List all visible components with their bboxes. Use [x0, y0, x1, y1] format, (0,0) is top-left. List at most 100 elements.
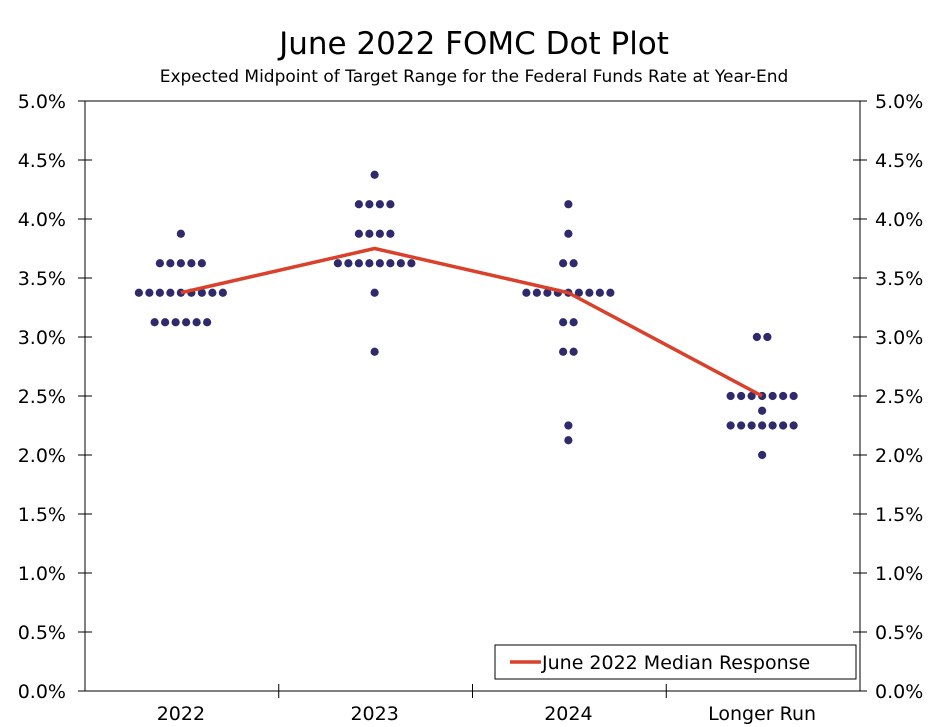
y-tick-label-left: 0.5%	[18, 622, 66, 644]
dot-point	[768, 391, 777, 401]
dot-point	[182, 318, 191, 327]
dot-point	[197, 288, 206, 297]
y-tick-label-right: 1.0%	[875, 563, 923, 585]
dot-point	[155, 288, 164, 297]
dot-point	[365, 229, 374, 238]
dot-point	[747, 421, 756, 430]
dot-point	[726, 421, 735, 430]
y-tick-label-right: 2.0%	[875, 445, 923, 467]
y-tick-label-right: 2.5%	[875, 386, 923, 408]
dot-point	[365, 200, 374, 209]
right-y-axis: 0.0% 0.5% 1.0% 1.5% 2.0% 2.5% 3.0% 3.5% 4.0% 4.5%…	[853, 91, 923, 703]
dot-point	[789, 391, 798, 401]
x-axis: 2022 2023 2024 Longer Run	[157, 684, 816, 725]
dot-point	[737, 391, 746, 401]
y-tick-label-left: 3.5%	[18, 268, 66, 290]
dot-point	[747, 391, 756, 401]
x-tick-label: 2023	[350, 703, 398, 725]
dot-point	[606, 288, 615, 297]
dot-point	[192, 318, 201, 327]
x-tick-label: Longer Run	[708, 703, 816, 725]
y-tick-label-right: 3.5%	[875, 268, 923, 290]
y-tick-label-right: 0.0%	[875, 681, 923, 703]
dot-point	[532, 288, 541, 297]
dot-point	[569, 318, 578, 327]
dot-point	[737, 421, 746, 430]
y-tick-label-right: 0.5%	[875, 622, 923, 644]
y-tick-label-left: 2.0%	[18, 445, 66, 467]
median-layer	[180, 246, 763, 398]
dot-point	[407, 259, 416, 268]
median-line	[180, 246, 763, 398]
dot-point	[370, 347, 379, 356]
dot-point	[779, 391, 788, 401]
dot-point	[758, 450, 767, 460]
dot-point	[585, 288, 594, 297]
y-tick-label-left: 1.5%	[18, 504, 66, 526]
dot-point	[134, 288, 143, 297]
dot-point	[574, 288, 583, 297]
dot-point	[564, 421, 573, 430]
y-tick-label-right: 4.0%	[875, 209, 923, 231]
dot-point	[155, 259, 164, 268]
dot-point	[333, 259, 342, 268]
dot-point	[197, 259, 206, 268]
dot-point	[354, 200, 363, 209]
dot-point	[354, 229, 363, 238]
chart-subtitle: Expected Midpoint of Target Range for th…	[160, 67, 789, 87]
dot-point	[187, 259, 196, 268]
dot-point	[396, 259, 405, 268]
dot-point	[752, 332, 761, 342]
y-tick-label-left: 4.5%	[18, 150, 66, 172]
dot-point	[218, 288, 227, 297]
dot-point	[726, 391, 735, 401]
dot-point	[559, 347, 568, 356]
dot-point	[758, 406, 767, 415]
dot-point	[569, 259, 578, 268]
dot-point	[203, 318, 212, 327]
dot-point	[171, 318, 180, 327]
y-tick-label-left: 3.0%	[18, 327, 66, 349]
dot-point	[161, 318, 170, 327]
dot-point	[145, 288, 154, 297]
dot-point	[564, 229, 573, 238]
dot-point	[166, 259, 175, 268]
y-tick-label-right: 5.0%	[875, 91, 923, 113]
y-tick-label-right: 3.0%	[875, 327, 923, 349]
dot-point	[559, 318, 568, 327]
dot-point	[569, 347, 578, 356]
dot-point	[208, 288, 217, 297]
dot-point	[370, 170, 379, 179]
x-tick-label: 2022	[157, 703, 205, 725]
dot-point	[375, 259, 384, 268]
y-tick-label-left: 4.0%	[18, 209, 66, 231]
dot-point	[370, 288, 379, 297]
dot-point	[386, 229, 395, 238]
legend-label: June 2022 Median Response	[541, 652, 810, 674]
dot-point	[166, 288, 175, 297]
dot-point	[564, 200, 573, 209]
dot-point	[176, 259, 185, 268]
dot-point	[386, 259, 395, 268]
dot-point	[595, 288, 604, 297]
legend-box	[494, 644, 857, 680]
dot-point	[344, 259, 353, 268]
dot-point	[768, 421, 777, 430]
y-tick-label-right: 1.5%	[875, 504, 923, 526]
dot-point	[758, 421, 767, 430]
dot-point	[354, 259, 363, 268]
dot-point	[789, 421, 798, 430]
y-tick-label-left: 5.0%	[18, 91, 66, 113]
dot-point	[522, 288, 531, 297]
y-tick-label-left: 2.5%	[18, 386, 66, 408]
y-tick-label-right: 4.5%	[875, 150, 923, 172]
dot-point	[365, 259, 374, 268]
dot-point	[559, 259, 568, 268]
dot-point	[564, 436, 573, 445]
y-tick-label-left: 0.0%	[18, 681, 66, 703]
x-tick-label: 2024	[544, 703, 592, 725]
dot-point	[386, 200, 395, 209]
legend: June 2022 Median Response	[494, 644, 857, 680]
